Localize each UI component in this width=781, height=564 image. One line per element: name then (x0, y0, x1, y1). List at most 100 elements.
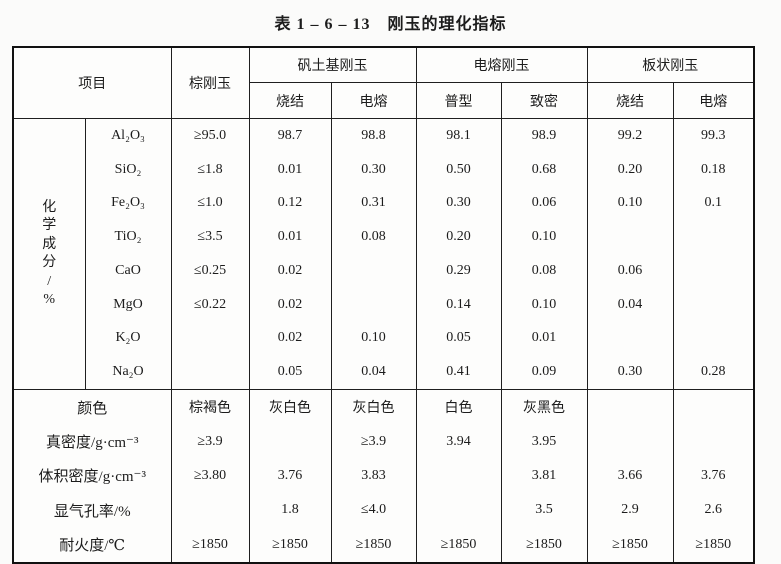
prop-value (588, 390, 673, 424)
chem-col-tabular-fused: 99.3 0.18 0.1 0.28 (672, 118, 755, 390)
chem-value: 0.02 (277, 330, 303, 346)
prop-value: ≥1850 (192, 536, 228, 552)
chem-value: 0.10 (531, 229, 557, 245)
prop-value: 3.94 (446, 433, 471, 449)
chem-value: ≤1.0 (197, 195, 223, 211)
chem-side-label-stack: 化 学 成 分 / % (14, 119, 85, 389)
header-fused-group: 电熔刚玉 (415, 46, 588, 83)
chem-formula: Na₂O (112, 364, 144, 380)
side-char: 成 (42, 236, 57, 252)
side-char: 学 (42, 218, 57, 233)
prop-value: 3.76 (701, 467, 726, 483)
prop-value (417, 459, 501, 493)
props-col-tabular-sintered: 3.66 2.9 ≥1850 (586, 388, 674, 564)
props-col-tabular-fused: 3.76 2.6 ≥1850 (672, 388, 755, 564)
chem-value: 0.12 (277, 195, 303, 211)
chem-col-bauxite-sintered: 98.7 0.01 0.12 0.01 0.02 0.02 0.02 0.05 (248, 118, 332, 390)
prop-value (588, 424, 673, 458)
header-row-subtypes: 烧结 电熔 普型 致密 烧结 电熔 (13, 82, 755, 119)
prop-value: 棕褐色 (189, 401, 231, 417)
chem-value: 0.02 (277, 262, 303, 278)
props-col-fused-dense: 灰黑色 3.95 3.81 3.5 ≥1850 (500, 388, 588, 564)
subheader-tabular-sintered: 烧结 (586, 82, 674, 119)
subheader-bauxite-sintered: 烧结 (248, 82, 332, 119)
chem-value: 0.30 (361, 161, 386, 177)
prop-label-column: 颜色 真密度/g·cm⁻³ 体积密度/g·cm⁻³ 显气孔率/% 耐火度/℃ (12, 388, 172, 564)
chemical-composition-section: 化 学 成 分 / % Al₂O₃ SiO₂ Fe₂O₃ TiO₂ CaO Mg… (12, 118, 755, 390)
prop-value: 2.9 (621, 502, 639, 518)
prop-value: ≥1850 (526, 536, 562, 552)
chem-formula: Al₂O₃ (111, 127, 145, 143)
side-char: 分 (42, 255, 57, 270)
chem-value: 0.10 (531, 296, 557, 312)
subheader-fused-normal: 普型 (415, 82, 502, 119)
chem-value: ≤3.5 (197, 229, 223, 245)
prop-value: ≥1850 (612, 536, 648, 552)
props-col-bauxite-fused: 灰白色 ≥3.9 3.83 ≤4.0 ≥1850 (330, 388, 417, 564)
chem-value: 0.30 (446, 195, 471, 211)
chem-value: 0.1 (704, 195, 723, 211)
chem-col-brown: ≥95.0 ≤1.8 ≤1.0 ≤3.5 ≤0.25 ≤0.22 (170, 118, 250, 390)
chem-value: 99.2 (617, 127, 643, 143)
chem-formula: K₂O (115, 330, 141, 346)
chem-col-fused-normal: 98.1 0.50 0.30 0.20 0.29 0.14 0.05 0.41 (415, 118, 502, 390)
chem-value (674, 254, 754, 288)
chem-value: 0.41 (446, 364, 471, 380)
chem-value (588, 322, 673, 356)
chem-value: 0.05 (277, 364, 303, 380)
prop-value: ≥3.9 (197, 433, 223, 449)
header-row-groups: 项目 棕刚玉 矾土基刚玉 电熔刚玉 板状刚玉 (12, 46, 755, 119)
prop-value: 3.5 (535, 502, 553, 518)
prop-value: ≥3.80 (193, 467, 227, 483)
corundum-properties-table: 项目 棕刚玉 矾土基刚玉 电熔刚玉 板状刚玉 烧结 电熔 普型 致密 烧结 电熔… (12, 46, 755, 564)
chem-formula-column: Al₂O₃ SiO₂ Fe₂O₃ TiO₂ CaO MgO K₂O Na₂O (84, 118, 172, 390)
prop-label: 颜色 (77, 400, 108, 417)
chem-value (172, 322, 249, 356)
prop-value: ≤4.0 (360, 502, 387, 518)
chem-formula: Fe₂O₃ (111, 195, 145, 211)
chem-value: 0.28 (701, 364, 726, 380)
props-col-brown: 棕褐色 ≥3.9 ≥3.80 ≥1850 (170, 388, 250, 564)
chem-value: 0.20 (446, 229, 471, 245)
chem-value: 0.09 (531, 364, 557, 380)
prop-label: 显气孔率/% (53, 503, 131, 520)
chem-side-label: 化 学 成 分 / % (12, 118, 86, 390)
subheader-fused-dense: 致密 (500, 82, 588, 119)
chem-value: 0.08 (531, 262, 557, 278)
prop-value (674, 390, 754, 424)
chem-value: 0.05 (446, 330, 471, 346)
prop-label: 体积密度/g·cm⁻³ (38, 469, 146, 486)
prop-value: 灰黑色 (523, 401, 565, 417)
prop-value (417, 493, 501, 527)
chem-value: 98.1 (446, 127, 471, 143)
chem-value: ≤1.8 (197, 161, 223, 177)
chem-value: 0.02 (277, 296, 303, 312)
prop-value: 灰白色 (269, 401, 311, 417)
chem-value: 99.3 (701, 127, 726, 143)
chem-col-tabular-sintered: 99.2 0.20 0.10 0.06 0.04 0.30 (586, 118, 674, 390)
chem-value: 0.01 (277, 229, 303, 245)
side-char: / (47, 273, 52, 289)
props-col-bauxite-sintered: 灰白色 3.76 1.8 ≥1850 (248, 388, 332, 564)
header-tabular-group: 板状刚玉 (586, 46, 755, 83)
prop-value (250, 424, 331, 458)
chem-formula: MgO (113, 296, 143, 312)
prop-value: ≥1850 (355, 536, 392, 552)
header-brown-corundum: 棕刚玉 (170, 46, 250, 119)
chem-value: 0.50 (446, 161, 471, 177)
chem-value: 0.29 (446, 262, 471, 278)
prop-value: 3.66 (617, 467, 643, 483)
prop-value: ≥1850 (440, 536, 477, 552)
chem-formula: TiO₂ (114, 229, 142, 245)
chem-value (674, 322, 754, 356)
table-title: 表 1 – 6 – 13 刚玉的理化指标 (274, 16, 507, 33)
prop-value: ≥1850 (695, 536, 732, 552)
chem-value: ≤0.22 (193, 296, 227, 312)
chem-value: 0.30 (617, 364, 643, 380)
chem-formula: SiO₂ (114, 161, 142, 177)
chem-value: 0.04 (617, 296, 643, 312)
chem-value (674, 288, 754, 322)
chem-col-fused-dense: 98.9 0.68 0.06 0.10 0.08 0.10 0.01 0.09 (500, 118, 588, 390)
chem-value: 0.10 (617, 195, 643, 211)
physical-properties-section: 颜色 真密度/g·cm⁻³ 体积密度/g·cm⁻³ 显气孔率/% 耐火度/℃ 棕… (12, 388, 755, 564)
